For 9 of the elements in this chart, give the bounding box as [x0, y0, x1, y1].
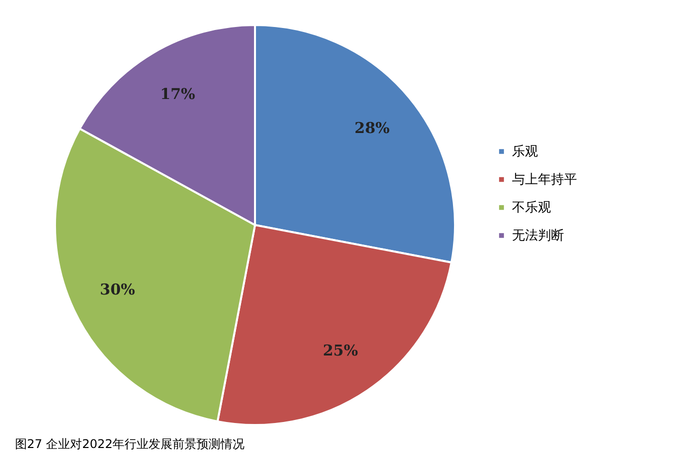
- data-label: 28%: [354, 119, 390, 138]
- legend-label: 无法判断: [512, 228, 564, 244]
- legend-label: 不乐观: [512, 200, 551, 216]
- data-label: 25%: [322, 342, 358, 360]
- legend-label: 乐观: [512, 144, 538, 160]
- legend-label: 与上年持平: [512, 172, 577, 188]
- data-label: 30%: [100, 280, 136, 299]
- caption: 图27 企业对2022年行业发展前景预测情况: [15, 437, 245, 451]
- data-label: 17%: [160, 85, 196, 104]
